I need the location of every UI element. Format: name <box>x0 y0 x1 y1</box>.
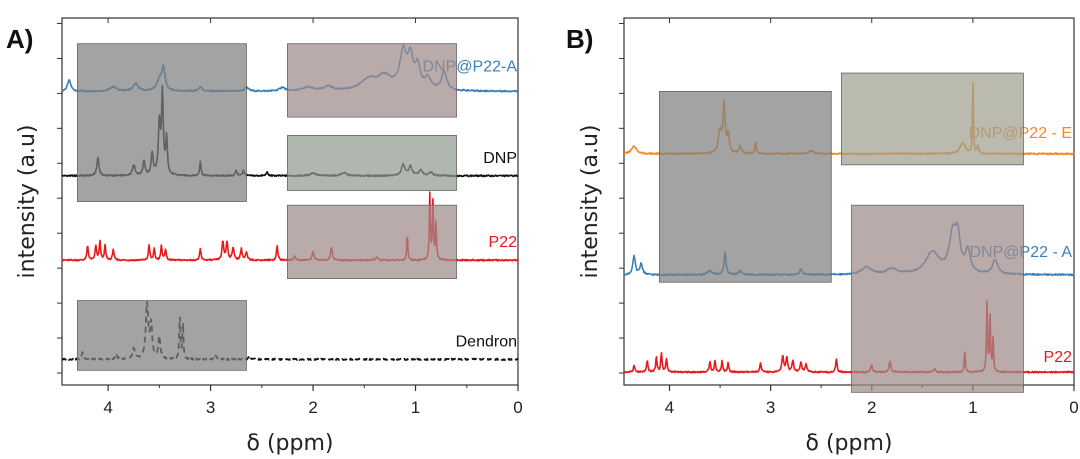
series-label: Dendron <box>456 333 517 350</box>
plot-frame <box>61 17 519 386</box>
highlight-box <box>287 43 457 118</box>
x-tick-label: 2 <box>867 398 876 417</box>
x-tick-label: 4 <box>665 398 674 417</box>
plot-frame <box>623 17 1075 386</box>
highlight-box <box>287 135 457 191</box>
x-tick-label: 0 <box>513 398 522 417</box>
y-axis-title: intensity (a.u) <box>15 125 40 279</box>
x-tick-label: 1 <box>411 398 420 417</box>
highlight-box <box>841 72 1024 166</box>
series-label: P22 <box>489 234 518 251</box>
x-tick-label: 3 <box>766 398 775 417</box>
x-axis-title: δ (ppm) <box>806 431 893 456</box>
x-tick-label: 1 <box>968 398 977 417</box>
series-label: DNP <box>483 150 517 167</box>
x-axis-title: δ (ppm) <box>247 431 334 456</box>
series-label: P22 <box>1044 349 1073 366</box>
y-axis-title: intensity (a.u) <box>578 125 603 279</box>
panel-label: B) <box>566 24 593 54</box>
highlight-box <box>287 204 457 279</box>
x-tick-label: 2 <box>308 398 317 417</box>
x-tick-label: 4 <box>103 398 112 417</box>
x-tick-label: 3 <box>206 398 215 417</box>
panel-label: A) <box>6 24 33 54</box>
panel-a: A)4 3 2 1 0δ (ppm)intensity (a.u)DNP@P22-ADN… <box>6 17 523 456</box>
highlight-box <box>76 43 247 202</box>
highlight-box <box>658 91 832 283</box>
x-tick-label: 0 <box>1069 398 1078 417</box>
highlight-box <box>851 204 1024 393</box>
highlight-box <box>76 300 247 371</box>
